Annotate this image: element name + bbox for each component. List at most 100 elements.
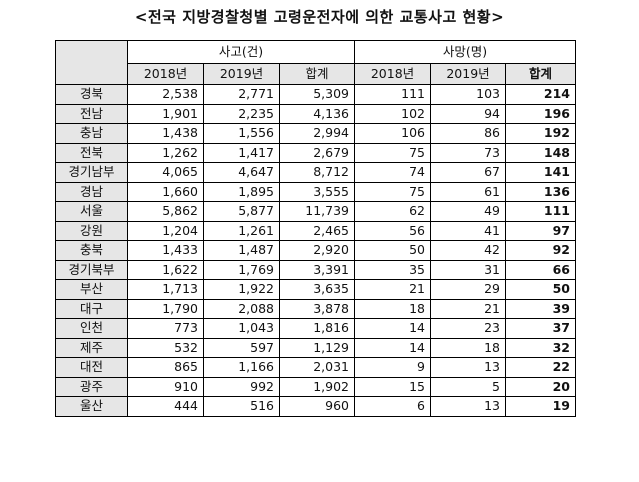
accidents-2019-cell: 2,771 [203, 84, 280, 105]
table-body: 경북 2,538 2,771 5,309 111 103 214 전남 1,901 2,235 4,… [55, 84, 576, 417]
deaths-2018-cell: 18 [354, 298, 431, 319]
accidents-2018-cell: 5,862 [127, 201, 204, 222]
deaths-total-header: 합계 [505, 63, 576, 85]
deaths-2019-cell: 67 [430, 162, 506, 183]
deaths-2018-cell: 62 [354, 201, 431, 222]
deaths-2019-cell: 73 [430, 142, 506, 163]
accidents-2019-cell: 516 [203, 396, 280, 417]
deaths-2019-cell: 13 [430, 357, 506, 378]
accidents-2019-cell: 1,261 [203, 220, 280, 241]
accidents-2019-cell: 597 [203, 337, 280, 358]
region-cell: 경기남부 [55, 162, 128, 183]
accidents-2019-cell: 1,922 [203, 279, 280, 300]
deaths-total-cell: 111 [505, 201, 576, 222]
accidents-2019-cell: 1,487 [203, 240, 280, 261]
deaths-2019-cell: 41 [430, 220, 506, 241]
accidents-2019-header: 2019년 [203, 63, 280, 85]
table-row: 제주 532 597 1,129 14 18 32 [55, 337, 576, 358]
table-row: 인천 773 1,043 1,816 14 23 37 [55, 318, 576, 339]
deaths-2018-cell: 74 [354, 162, 431, 183]
region-cell: 대구 [55, 298, 128, 319]
accidents-total-cell: 1,902 [279, 376, 355, 397]
accidents-2019-cell: 1,417 [203, 142, 280, 163]
table-row: 경기북부 1,622 1,769 3,391 35 31 66 [55, 259, 576, 280]
region-cell: 제주 [55, 337, 128, 358]
deaths-2018-cell: 106 [354, 123, 431, 144]
deaths-total-cell: 192 [505, 123, 576, 144]
deaths-2018-cell: 14 [354, 337, 431, 358]
accidents-2019-cell: 2,088 [203, 298, 280, 319]
accidents-2018-cell: 1,790 [127, 298, 204, 319]
deaths-total-cell: 196 [505, 103, 576, 124]
accidents-total-cell: 3,555 [279, 181, 355, 202]
region-cell: 부산 [55, 279, 128, 300]
deaths-total-cell: 66 [505, 259, 576, 280]
deaths-2019-cell: 86 [430, 123, 506, 144]
deaths-2018-cell: 56 [354, 220, 431, 241]
region-cell: 울산 [55, 396, 128, 417]
region-cell: 강원 [55, 220, 128, 241]
accidents-2018-cell: 2,538 [127, 84, 204, 105]
table-row: 울산 444 516 960 6 13 19 [55, 396, 576, 417]
table-row: 충남 1,438 1,556 2,994 106 86 192 [55, 123, 576, 144]
accidents-2019-cell: 1,895 [203, 181, 280, 202]
accidents-total-cell: 3,878 [279, 298, 355, 319]
region-cell: 전북 [55, 142, 128, 163]
deaths-2019-cell: 21 [430, 298, 506, 319]
accidents-total-cell: 2,920 [279, 240, 355, 261]
table-row: 경북 2,538 2,771 5,309 111 103 214 [55, 84, 576, 105]
accidents-2019-cell: 1,556 [203, 123, 280, 144]
deaths-total-cell: 136 [505, 181, 576, 202]
accidents-total-cell: 2,465 [279, 220, 355, 241]
accidents-total-cell: 2,994 [279, 123, 355, 144]
deaths-2018-cell: 6 [354, 396, 431, 417]
accidents-group-header: 사고(건) [127, 40, 355, 64]
deaths-2019-cell: 49 [430, 201, 506, 222]
accidents-total-cell: 2,679 [279, 142, 355, 163]
accidents-2018-header: 2018년 [127, 63, 204, 85]
accidents-2018-cell: 1,622 [127, 259, 204, 280]
accidents-2019-cell: 5,877 [203, 201, 280, 222]
deaths-2019-cell: 18 [430, 337, 506, 358]
deaths-2018-cell: 9 [354, 357, 431, 378]
deaths-2018-cell: 35 [354, 259, 431, 280]
accidents-2018-cell: 1,262 [127, 142, 204, 163]
deaths-2019-cell: 5 [430, 376, 506, 397]
region-cell: 대전 [55, 357, 128, 378]
accidents-total-cell: 4,136 [279, 103, 355, 124]
deaths-total-cell: 92 [505, 240, 576, 261]
deaths-2018-cell: 14 [354, 318, 431, 339]
accidents-2019-cell: 4,647 [203, 162, 280, 183]
deaths-2018-cell: 21 [354, 279, 431, 300]
region-cell: 서울 [55, 201, 128, 222]
region-cell: 충북 [55, 240, 128, 261]
table-row: 부산 1,713 1,922 3,635 21 29 50 [55, 279, 576, 300]
deaths-total-cell: 32 [505, 337, 576, 358]
deaths-total-cell: 19 [505, 396, 576, 417]
accidents-total-cell: 8,712 [279, 162, 355, 183]
page-title: <전국 지방경찰청별 고령운전자에 의한 교통사고 현황> [134, 8, 505, 26]
region-cell: 전남 [55, 103, 128, 124]
deaths-total-cell: 148 [505, 142, 576, 163]
deaths-group-header: 사망(명) [354, 40, 576, 64]
deaths-total-cell: 50 [505, 279, 576, 300]
accidents-total-cell: 5,309 [279, 84, 355, 105]
accidents-2018-cell: 1,433 [127, 240, 204, 261]
accidents-2019-cell: 992 [203, 376, 280, 397]
deaths-2018-cell: 50 [354, 240, 431, 261]
accidents-2018-cell: 444 [127, 396, 204, 417]
deaths-2018-cell: 111 [354, 84, 431, 105]
deaths-total-cell: 39 [505, 298, 576, 319]
accident-table: 사고(건) 사망(명) 2018년 2019년 합계 2018년 2019년 합… [55, 40, 576, 417]
region-cell: 경기북부 [55, 259, 128, 280]
accidents-2018-cell: 773 [127, 318, 204, 339]
accidents-2018-cell: 1,204 [127, 220, 204, 241]
table-row: 강원 1,204 1,261 2,465 56 41 97 [55, 220, 576, 241]
group-header-row: 사고(건) 사망(명) [55, 40, 576, 85]
table-row: 충북 1,433 1,487 2,920 50 42 92 [55, 240, 576, 261]
deaths-2019-cell: 13 [430, 396, 506, 417]
accidents-2018-cell: 865 [127, 357, 204, 378]
deaths-2019-cell: 29 [430, 279, 506, 300]
region-cell: 경남 [55, 181, 128, 202]
table-row: 전북 1,262 1,417 2,679 75 73 148 [55, 142, 576, 163]
